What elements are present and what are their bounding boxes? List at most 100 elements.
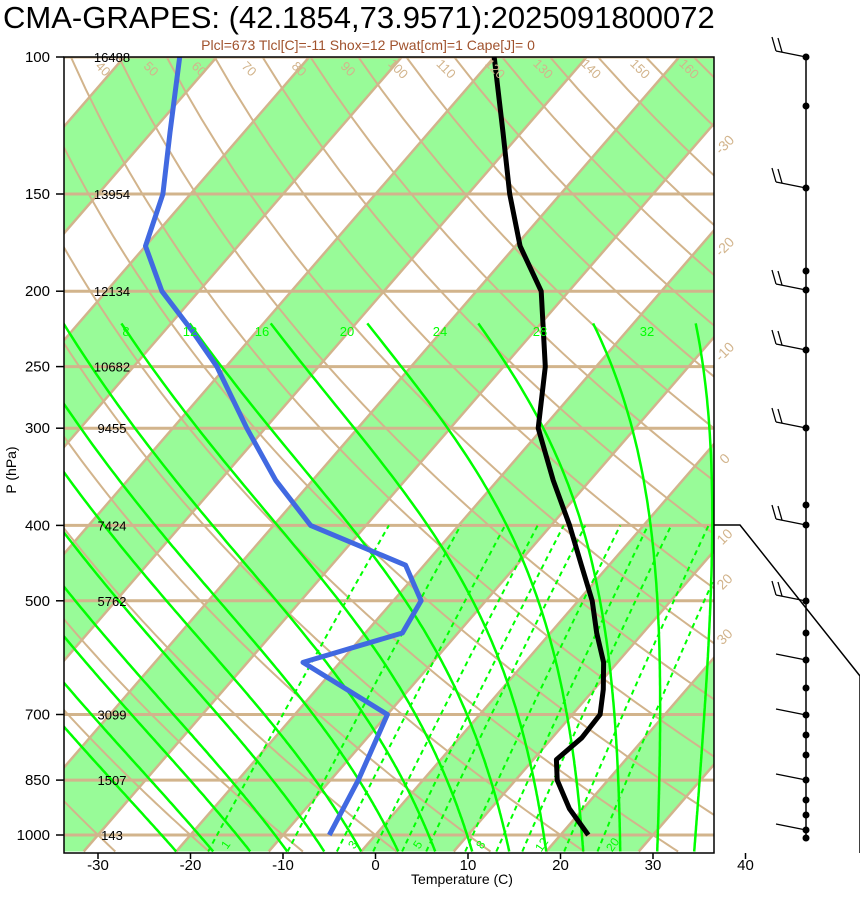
barb-dot — [802, 796, 810, 804]
isotherm-label: 20 — [713, 570, 735, 592]
isotherm-line — [64, 57, 588, 663]
wind-barb-shaft — [775, 708, 807, 716]
pressure-tick-label: 850 — [25, 772, 50, 789]
dry-adiabat-line — [213, 57, 714, 590]
moist-adiabat-line — [692, 323, 714, 852]
moist-adiabat-label: 24 — [433, 324, 447, 339]
barb-panel-outline — [714, 524, 860, 853]
isotherm-line — [360, 442, 714, 853]
isotherm-line — [731, 57, 860, 852]
moist-adiabat-line — [64, 470, 363, 853]
moist-adiabat-line — [64, 634, 252, 853]
wind-barb-flag — [777, 330, 783, 346]
mixing-ratio-line — [596, 576, 714, 852]
barb-dot — [802, 834, 810, 842]
isotherm-label: -20 — [712, 234, 738, 260]
height-label: 143 — [101, 828, 123, 843]
wind-barb-flag — [771, 36, 777, 52]
temperature-tick-label: -30 — [87, 857, 109, 874]
isotherm-line — [175, 228, 714, 853]
wind-barb-shaft — [775, 181, 807, 189]
wind-barb-flag — [771, 580, 777, 596]
height-label: 3099 — [98, 708, 127, 723]
dry-adiabat-label: 70 — [239, 58, 260, 79]
moist-adiabat-line — [64, 401, 400, 853]
isotherm-label: -10 — [712, 339, 738, 365]
dry-adiabat-line — [261, 57, 714, 536]
moist-adiabats — [64, 322, 714, 853]
barb-dot — [802, 629, 810, 637]
chart-subtitle: Plcl=673 Tlcl[C]=-11 Shox=12 Pwat[cm]=1 … — [201, 37, 535, 53]
isotherm-line — [824, 57, 860, 852]
wind-barb-flag — [777, 408, 783, 424]
barb-dot — [802, 751, 810, 759]
height-label: 10682 — [94, 360, 130, 375]
height-label: 12134 — [94, 284, 130, 299]
moist-adiabat-label: 28 — [533, 324, 547, 339]
temperature-trace — [491, 57, 607, 837]
wind-barb-flag — [771, 329, 777, 345]
height-label: 7424 — [98, 518, 127, 533]
height-label: 5762 — [98, 594, 127, 609]
temperature-tick-label: 30 — [645, 857, 662, 874]
moist-adiabat-label: 20 — [340, 324, 354, 339]
temperature-bands — [64, 57, 714, 852]
isotherm-line — [64, 57, 403, 449]
dry-adiabat-line — [309, 57, 714, 483]
moist-adiabat-line — [477, 322, 622, 852]
wind-barb-shaft — [775, 773, 807, 781]
plot-frame — [63, 56, 715, 854]
moist-adiabat-line — [591, 322, 662, 852]
wind-barb-flag — [771, 504, 777, 520]
mixing-ratio-label: 3 — [345, 838, 360, 852]
isotherm-label: 0 — [716, 450, 733, 467]
wind-barb-flag — [777, 505, 783, 521]
pressure-tick-label: 150 — [25, 186, 50, 203]
wind-barb-shaft — [775, 823, 807, 831]
dry-adiabat-line — [117, 57, 714, 701]
pressure-tick-label: 400 — [25, 517, 50, 534]
wind-barb-shaft — [775, 283, 807, 291]
wind-barb-shaft — [775, 50, 807, 58]
height-label: 1507 — [98, 773, 127, 788]
pressure-tick-label: 700 — [25, 707, 50, 724]
dry-adiabats — [64, 57, 860, 853]
chart-title: CMA-GRAPES: (42.1854,73.9571):2025091800… — [3, 0, 715, 35]
dewpoint-trace — [143, 57, 424, 837]
wind-barb-flag — [777, 168, 783, 184]
barb-dot — [802, 267, 810, 275]
wind-barb-flag — [777, 581, 783, 597]
moist-adiabat-line — [64, 584, 289, 853]
moist-adiabat-label: 32 — [640, 324, 654, 339]
moist-adiabat-label: 16 — [255, 324, 269, 339]
wind-barb-shaft — [775, 343, 807, 351]
pressure-tick-label: 300 — [25, 420, 50, 437]
dry-adiabat-line — [64, 617, 304, 853]
moist-adiabat-label: 12 — [183, 324, 197, 339]
wind-barb-flag — [771, 269, 777, 285]
dry-adiabat-line — [64, 145, 714, 817]
wind-barb-flag — [777, 37, 783, 53]
pressure-tick-label: 100 — [25, 49, 50, 66]
wind-barbs — [714, 36, 860, 853]
temperature-tick-label: 10 — [460, 857, 477, 874]
wind-barb-flag — [777, 270, 783, 286]
isotherm-line — [64, 57, 496, 556]
temperature-tick-label: -20 — [180, 857, 202, 874]
dry-adiabat-line — [742, 57, 860, 852]
moist-adiabat-line — [366, 322, 585, 852]
moist-adiabat-line — [120, 322, 474, 852]
dry-adiabat-line — [64, 434, 492, 853]
moist-adiabat-line — [64, 530, 326, 853]
isotherm-label: 30 — [713, 625, 735, 647]
moist-adiabat-line — [64, 724, 178, 853]
isotherm-line — [64, 57, 311, 343]
temperature-tick-label: 20 — [552, 857, 569, 874]
height-label: 9455 — [98, 421, 127, 436]
dry-adiabat-line — [64, 708, 210, 853]
pressure-tick-label: 500 — [25, 593, 50, 610]
x-axis-label: Temperature (C) — [411, 871, 513, 887]
y-axis-label: P (hPa) — [3, 446, 19, 493]
dry-adiabat-line — [64, 341, 585, 853]
dry-adiabat-line — [357, 57, 714, 430]
